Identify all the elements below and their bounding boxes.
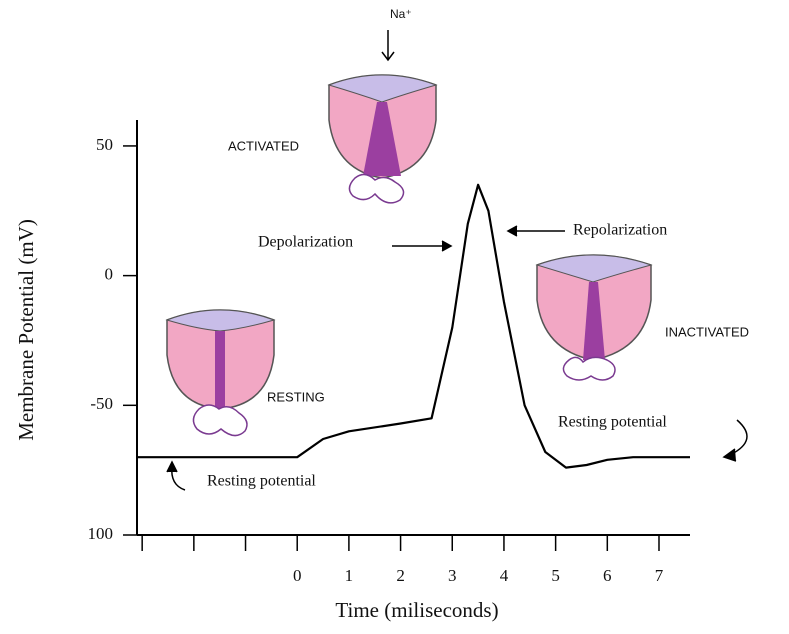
y-tick-label: 50 bbox=[96, 135, 113, 154]
annotation: INACTIVATED bbox=[665, 324, 749, 339]
y-tick-label: -50 bbox=[90, 394, 113, 413]
channel-activated bbox=[327, 74, 438, 204]
line bbox=[137, 183, 690, 469]
x-tick-label: 5 bbox=[551, 566, 560, 585]
annotation: Resting potential bbox=[207, 473, 316, 490]
annotation: Na⁺ bbox=[390, 7, 412, 21]
x-tick-label: 3 bbox=[448, 566, 457, 585]
x-tick-label: 4 bbox=[500, 566, 509, 585]
annotation: Resting potential bbox=[558, 414, 667, 431]
annotation: RESTING bbox=[267, 389, 325, 404]
annotation: Repolarization bbox=[573, 222, 667, 239]
x-tick-label: 7 bbox=[655, 566, 664, 585]
x-axis-label: Time (miliseconds) bbox=[335, 598, 498, 622]
y-axis-label: Membrane Potential (mV) bbox=[14, 219, 38, 441]
arrows bbox=[166, 30, 748, 491]
x-tick-label: 2 bbox=[396, 566, 405, 585]
x-tick-label: 6 bbox=[603, 566, 612, 585]
annotation: ACTIVATED bbox=[228, 138, 299, 153]
y-tick-label: 100 bbox=[88, 524, 114, 543]
x-tick-label: 0 bbox=[293, 566, 302, 585]
annotation: Depolarization bbox=[258, 234, 353, 251]
x-tick-label: 1 bbox=[345, 566, 354, 585]
channel-inactivated bbox=[535, 254, 653, 381]
channel-resting bbox=[165, 309, 276, 437]
y-tick-label: 0 bbox=[105, 265, 114, 284]
